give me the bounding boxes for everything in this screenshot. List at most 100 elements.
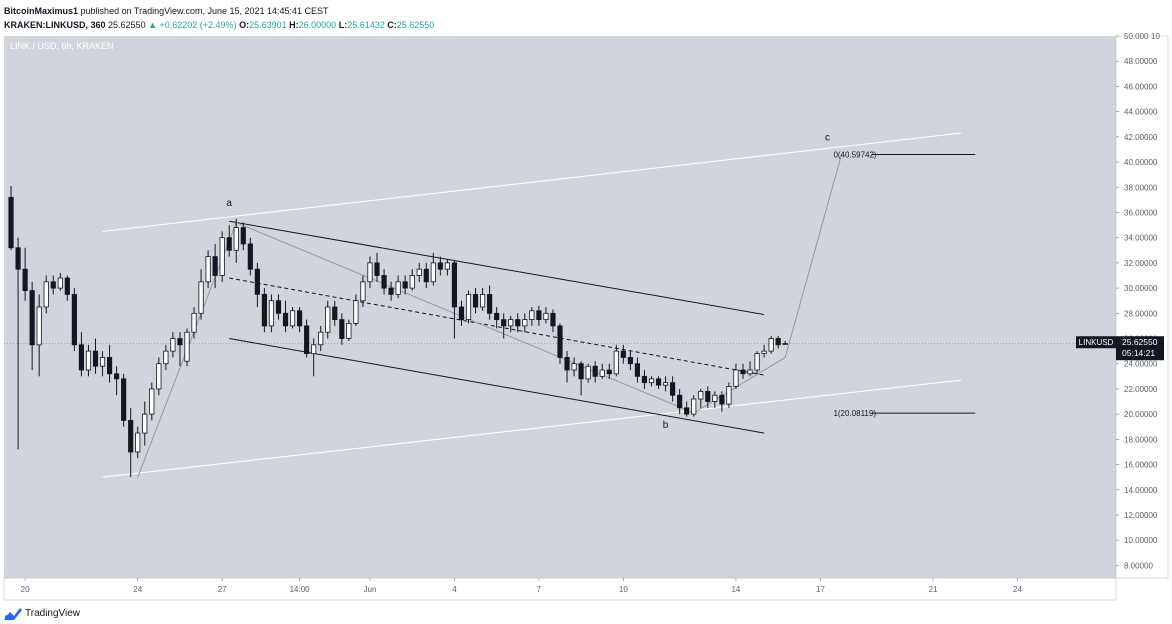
candle-body[interactable] <box>564 357 570 371</box>
candle-body[interactable] <box>578 363 584 380</box>
candle-body[interactable] <box>515 319 521 327</box>
candle-body[interactable] <box>775 338 781 346</box>
candle-body[interactable] <box>92 350 99 367</box>
candle-body[interactable] <box>782 343 788 345</box>
candle-body[interactable] <box>465 293 472 321</box>
candle-body[interactable] <box>451 262 458 308</box>
candle-body[interactable] <box>395 281 401 295</box>
candle-body[interactable] <box>304 325 310 355</box>
candle-body[interactable] <box>332 306 338 321</box>
candle-body[interactable] <box>747 369 753 375</box>
candle-body[interactable] <box>557 325 563 358</box>
candle-body[interactable] <box>719 394 725 405</box>
candle-body[interactable] <box>170 338 176 352</box>
candle-body[interactable] <box>374 262 380 276</box>
candle-body[interactable] <box>226 237 232 251</box>
x-axis-strip[interactable] <box>3 577 1117 601</box>
candle-body[interactable] <box>142 413 148 434</box>
candle-body[interactable] <box>571 363 577 371</box>
candle-body[interactable] <box>402 281 408 289</box>
candle-body[interactable] <box>135 432 141 453</box>
candle-body[interactable] <box>297 310 303 327</box>
tradingview-logo-icon[interactable] <box>4 608 22 620</box>
candle-body[interactable] <box>184 331 190 362</box>
symbol-tag[interactable] <box>1076 336 1116 349</box>
candle-body[interactable] <box>275 300 282 314</box>
candle-body[interactable] <box>691 398 697 415</box>
candle-body[interactable] <box>641 375 648 384</box>
candle-body[interactable] <box>106 357 113 375</box>
candle-body[interactable] <box>423 268 429 283</box>
candle-body[interactable] <box>198 281 204 314</box>
candle-body[interactable] <box>726 386 732 405</box>
candle-body[interactable] <box>620 350 626 358</box>
candle-body[interactable] <box>634 363 640 377</box>
candle-body[interactable] <box>71 293 77 346</box>
descending-upper-trendline[interactable] <box>229 220 765 316</box>
candle-body[interactable] <box>261 293 267 327</box>
candle-body[interactable] <box>712 394 718 402</box>
candle-body[interactable] <box>318 331 324 346</box>
candle-body[interactable] <box>536 310 542 321</box>
candle-body[interactable] <box>508 319 514 327</box>
candle-body[interactable] <box>585 365 591 380</box>
candle-body[interactable] <box>43 281 49 308</box>
candle-body[interactable] <box>761 350 767 355</box>
candle-body[interactable] <box>416 268 422 276</box>
candle-body[interactable] <box>677 394 683 409</box>
candle-body[interactable] <box>381 275 387 289</box>
candle-body[interactable] <box>494 312 500 321</box>
candle-body[interactable] <box>36 306 42 346</box>
candle-body[interactable] <box>191 312 197 333</box>
candle-body[interactable] <box>163 350 169 365</box>
author-name[interactable]: BitcoinMaximus1 <box>4 6 79 16</box>
candle-body[interactable] <box>212 256 218 276</box>
candle-body[interactable] <box>219 237 225 276</box>
candle-body[interactable] <box>8 196 14 249</box>
candle-body[interactable] <box>627 357 633 365</box>
price-chart[interactable]: LINK / USD, 6h, KRAKEN 8.00000 10.00000 12.… <box>0 0 1172 604</box>
candle-body[interactable] <box>205 256 211 283</box>
channel-bottom-line[interactable] <box>102 379 962 478</box>
candle-body[interactable] <box>655 378 662 386</box>
candle-body[interactable] <box>444 262 450 270</box>
candle-body[interactable] <box>437 262 443 270</box>
price-tag[interactable] <box>1116 336 1164 361</box>
candle-body[interactable] <box>254 268 260 295</box>
candle-body[interactable] <box>85 350 92 371</box>
candle-body[interactable] <box>662 382 669 386</box>
candle-body[interactable] <box>705 391 711 402</box>
candle-body[interactable] <box>325 306 331 333</box>
candle-body[interactable] <box>29 290 35 346</box>
candle-body[interactable] <box>487 293 493 314</box>
candle-body[interactable] <box>409 275 415 289</box>
candle-body[interactable] <box>114 373 120 380</box>
candle-body[interactable] <box>121 378 127 421</box>
tradingview-brand[interactable]: TradingView <box>25 608 81 619</box>
candle-body[interactable] <box>592 365 598 377</box>
candle-body[interactable] <box>99 357 106 367</box>
candle-body[interactable] <box>22 268 28 292</box>
candle-body[interactable] <box>529 310 535 321</box>
candle-body[interactable] <box>480 293 486 308</box>
candle-body[interactable] <box>233 227 239 251</box>
y-axis-strip[interactable] <box>1115 35 1169 579</box>
candle-body[interactable] <box>50 281 56 289</box>
descending-lower-trendline[interactable] <box>229 338 765 434</box>
candle-body[interactable] <box>339 319 345 339</box>
channel-top-line[interactable] <box>102 132 962 232</box>
candle-body[interactable] <box>268 300 275 327</box>
candle-body[interactable] <box>670 382 676 396</box>
candle-body[interactable] <box>613 350 619 375</box>
candle-body[interactable] <box>367 262 373 283</box>
candle-body[interactable] <box>289 310 296 327</box>
candle-body[interactable] <box>388 287 394 295</box>
candle-body[interactable] <box>177 338 183 346</box>
candle-body[interactable] <box>768 338 774 352</box>
candle-body[interactable] <box>458 306 465 321</box>
candle-body[interactable] <box>733 369 739 387</box>
candle-body[interactable] <box>684 407 690 415</box>
plot-area[interactable] <box>4 36 1116 578</box>
candle-body[interactable] <box>522 319 528 327</box>
candle-body[interactable] <box>149 388 155 415</box>
